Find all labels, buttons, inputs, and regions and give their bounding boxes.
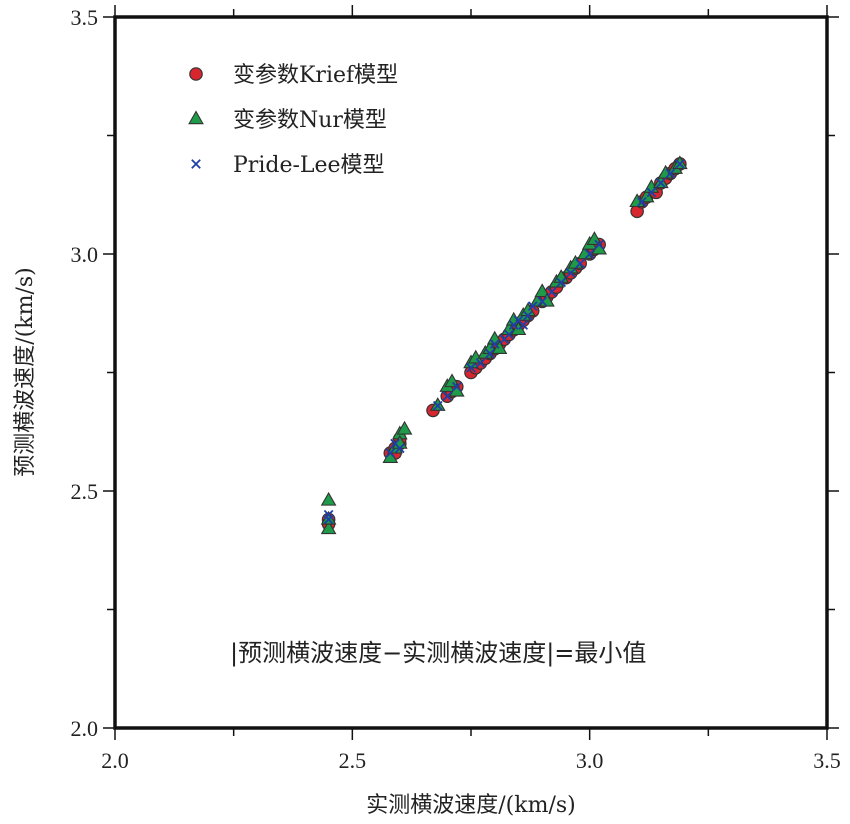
data-point-cross [584, 249, 595, 259]
series-3-points [323, 159, 685, 525]
data-point-cross [466, 362, 476, 373]
data-point-cross [451, 381, 462, 392]
data-point-triangle [396, 420, 413, 435]
data-point-cross [523, 310, 533, 321]
data-point-triangle [653, 174, 669, 189]
legend-label: 变参数Nur模型 [233, 108, 387, 133]
data-point-cross [665, 168, 676, 179]
y-tick-label: 2.5 [71, 479, 99, 504]
data-point-cross [385, 448, 396, 458]
data-point-cross [518, 320, 529, 330]
data-point-cross [394, 443, 405, 454]
data-point-cross [675, 159, 685, 169]
y-axis-title: 预测横波速度/(km/s) [13, 267, 38, 476]
data-point-cross [485, 348, 495, 359]
legend-marker-triangle [188, 110, 204, 125]
data-point-cross [432, 400, 443, 411]
legend-label: Pride-Lee模型 [233, 153, 385, 178]
y-tick-label: 3.5 [71, 5, 99, 30]
y-tick-label: 2.0 [71, 716, 99, 741]
x-axis-title: 实测横波速度/(km/s) [366, 793, 575, 818]
data-point-cross [556, 277, 567, 288]
x-tick-label: 2.5 [339, 748, 367, 773]
data-point-cross [527, 301, 538, 311]
data-point-cross [546, 287, 557, 297]
data-point-cross [656, 178, 666, 188]
data-point-cross [565, 268, 576, 278]
data-point-triangle [320, 491, 337, 506]
x-tick-label: 2.0 [101, 748, 129, 773]
plot-marks [320, 155, 688, 535]
y-tick-label: 3.0 [71, 242, 99, 267]
data-point-cross [489, 339, 500, 349]
data-point-triangle [672, 155, 688, 170]
data-point-triangle [586, 231, 603, 245]
x-tick-label: 3.0 [576, 748, 604, 773]
data-point-cross [637, 197, 647, 207]
data-point-triangle [320, 520, 337, 535]
data-point-triangle [429, 397, 446, 411]
data-point-cross [323, 509, 334, 520]
legend-marker-circle [189, 67, 203, 81]
data-point-cross [475, 358, 486, 368]
data-point-cross [594, 239, 604, 250]
data-point-triangle [534, 283, 551, 298]
legend-label: 变参数Krief模型 [233, 63, 398, 88]
series-1-points [321, 157, 687, 531]
legend-marker-cross [191, 159, 201, 169]
data-point-cross [575, 258, 586, 269]
data-point-cross [646, 187, 657, 198]
data-point-cross [504, 329, 514, 340]
data-point-triangle [638, 188, 655, 203]
x-tick-label: 3.5 [813, 748, 841, 773]
data-point-triangle [510, 321, 527, 336]
data-point-triangle [444, 373, 460, 388]
chart-annotation: |预测横波速度−实测横波速度|=最小值 [230, 639, 646, 667]
axis-ticks: 2.0 2.5 3.0 3.5 2.0 2.5 3.0 3.5 [71, 5, 841, 773]
data-point-triangle [491, 340, 508, 355]
data-point-cross [537, 296, 548, 307]
data-point-cross [442, 391, 453, 402]
